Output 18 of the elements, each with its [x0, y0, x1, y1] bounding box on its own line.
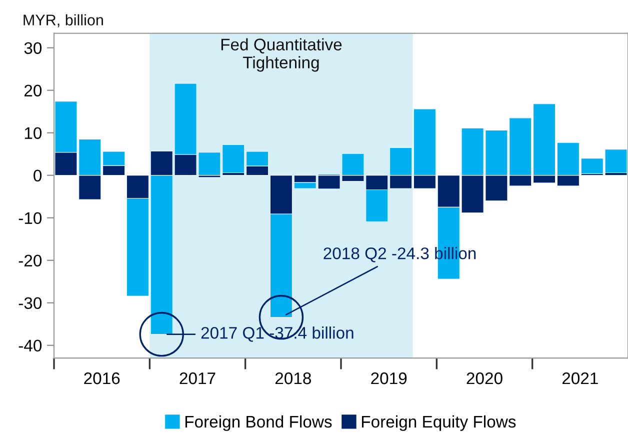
y-axis-title: MYR, billion [24, 14, 103, 28]
legend-label: Foreign Equity Flows [362, 415, 516, 431]
y-tick-label: 10 [24, 127, 42, 140]
y-tick-label: -10 [18, 212, 42, 224]
x-tick-label: 2020 [466, 372, 502, 384]
y-tick-label: 30 [24, 42, 42, 54]
x-tick-label: 2018 [275, 372, 311, 384]
y-tick-label: 0 [34, 170, 42, 182]
x-tick-label: 2016 [84, 372, 120, 384]
band-label: Fed Quantitative Tightening [221, 38, 342, 72]
x-tick-label: 2017 [180, 372, 216, 384]
x-tick-label: 2021 [562, 372, 598, 384]
y-tick-label: -40 [18, 340, 42, 352]
y-tick-label: 20 [24, 84, 42, 97]
y-tick-label: -30 [18, 297, 42, 310]
x-tick-label: 2019 [371, 372, 407, 384]
y-tick-label: -20 [18, 254, 42, 267]
legend-label: Foreign Bond Flows [185, 415, 332, 431]
